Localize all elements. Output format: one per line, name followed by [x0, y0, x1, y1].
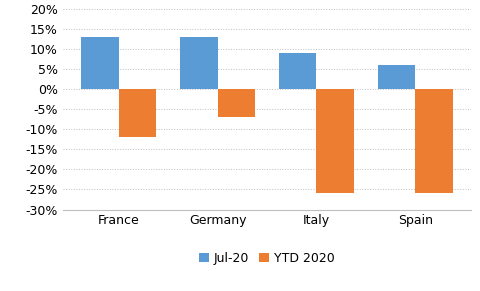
Bar [81, 37, 119, 89]
Legend: Jul-20, YTD 2020: Jul-20, YTD 2020 [198, 252, 335, 265]
Bar [316, 89, 353, 194]
Bar [414, 89, 452, 194]
Bar [119, 89, 156, 137]
Bar [278, 53, 316, 89]
Bar [217, 89, 254, 117]
Bar [377, 65, 414, 89]
Bar [180, 37, 217, 89]
